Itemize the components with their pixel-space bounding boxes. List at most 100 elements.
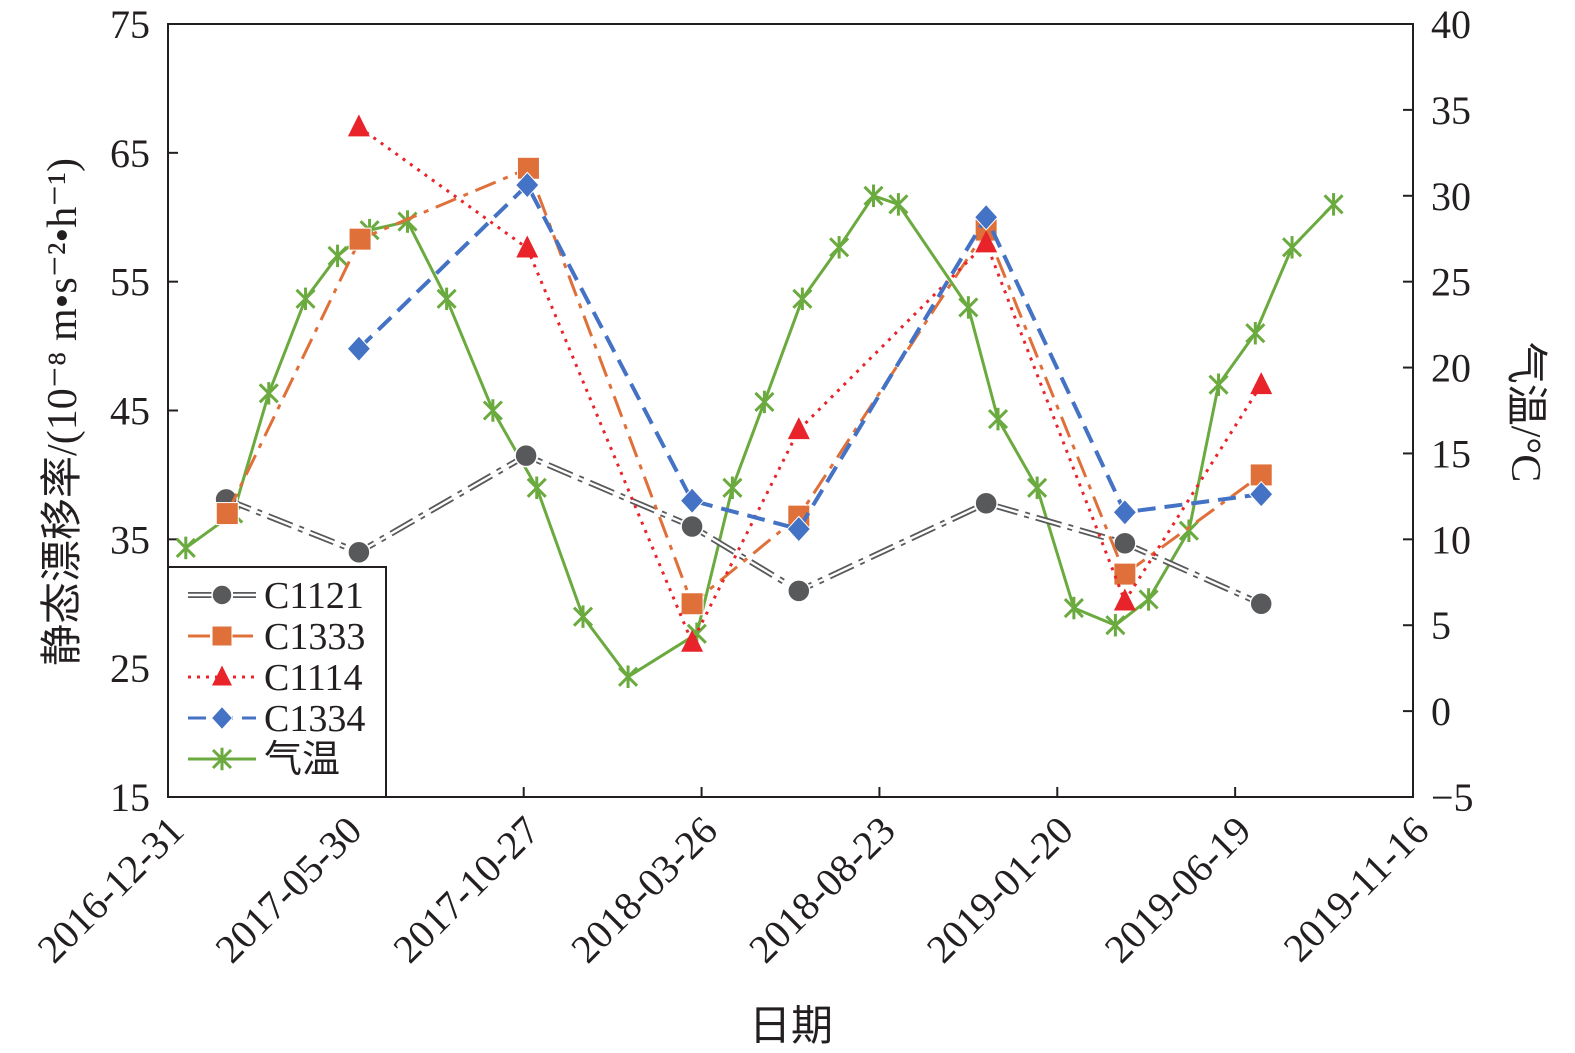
data-point: [792, 287, 813, 311]
series-line: [225, 454, 1262, 605]
data-point: [258, 382, 279, 405]
legend-item-C1121: C1121: [188, 575, 364, 617]
data-point: [1323, 193, 1344, 216]
data-point: [347, 114, 370, 137]
data-point: [681, 629, 704, 652]
x-tick-label: 2017-10-27: [384, 808, 548, 972]
data-point: [679, 487, 705, 515]
data-point: [515, 171, 540, 199]
x-tick-label: 2019-11-16: [1275, 808, 1438, 971]
x-axis-title: 日期: [749, 1004, 833, 1050]
y2-tick-label: 5: [1431, 603, 1451, 648]
y-axis-title: 静态漂移率/(10⁻⁸ m•s⁻²•h⁻¹): [39, 158, 86, 666]
y2-tick-label: −5: [1431, 775, 1474, 820]
data-point: [1113, 588, 1136, 611]
y-tick-label: 65: [110, 131, 150, 176]
series-C1334: [346, 171, 1274, 543]
data-point: [295, 287, 316, 311]
data-point: [327, 244, 348, 268]
data-point: [1063, 596, 1084, 620]
y-tick-label: 45: [110, 389, 150, 434]
y2-tick-label: 40: [1431, 2, 1471, 47]
y-tick-label: 75: [110, 2, 150, 47]
data-point: [346, 335, 372, 363]
series-layer: [175, 114, 1344, 689]
x-tick-label: 2018-08-23: [740, 808, 904, 972]
y2-tick-label: 30: [1431, 174, 1471, 219]
data-point: [617, 665, 639, 689]
data-point: [722, 476, 743, 500]
series-C1333: [215, 156, 1273, 616]
data-point: [787, 579, 811, 603]
data-point: [829, 236, 850, 259]
legend-item-气温: 气温: [188, 739, 340, 781]
legend-marker: [211, 625, 233, 647]
data-point: [787, 417, 810, 440]
legend-marker: [211, 584, 233, 606]
data-point: [572, 605, 594, 628]
x-tick-label: 2019-01-20: [918, 808, 1082, 972]
legend-item-C1333: C1333: [188, 616, 365, 658]
legend-item-C1114: C1114: [188, 657, 363, 699]
series-line: [225, 166, 1263, 607]
data-point: [1138, 588, 1159, 611]
legend-label: C1114: [264, 657, 363, 699]
x-tick-label: 2019-06-19: [1096, 808, 1260, 972]
y-tick-label: 55: [110, 260, 150, 305]
legend-marker: [210, 705, 234, 731]
y2-tick-label: 20: [1431, 346, 1471, 391]
y2-tick-label: 35: [1431, 88, 1471, 133]
data-point: [215, 502, 239, 526]
data-point: [347, 540, 371, 564]
data-point: [1178, 519, 1199, 542]
legend-label: 气温: [264, 739, 340, 781]
data-point: [786, 515, 812, 543]
y-tick-label: 25: [110, 646, 150, 691]
data-point: [975, 230, 998, 253]
data-point: [514, 443, 538, 468]
series-C1121: [214, 443, 1273, 616]
x-tick-label: 2016-12-31: [29, 808, 193, 972]
data-point: [1249, 592, 1273, 616]
legend-label: C1121: [264, 575, 364, 617]
data-point: [1113, 531, 1137, 555]
data-point: [1250, 372, 1273, 395]
y2-tick-label: 0: [1431, 689, 1451, 734]
data-point: [680, 514, 704, 539]
data-point: [1027, 476, 1048, 500]
data-point: [958, 296, 979, 319]
data-point: [1105, 613, 1126, 637]
legend-label: C1334: [264, 698, 365, 740]
x-tick-label: 2017-05-30: [206, 808, 370, 972]
legend-marker: [211, 747, 233, 771]
data-point: [175, 536, 196, 560]
data-point: [680, 592, 704, 616]
data-point: [1208, 373, 1229, 396]
y2-axis-title: 气温/°C: [1502, 342, 1548, 482]
data-point: [526, 476, 547, 500]
y-tick-label: 15: [110, 775, 150, 820]
legend-item-C1334: C1334: [188, 698, 365, 740]
data-point: [863, 184, 884, 208]
legend-marker: [212, 665, 232, 686]
data-point: [1281, 236, 1303, 259]
data-point: [973, 203, 999, 231]
data-point: [974, 491, 998, 516]
x-tick-label: 2018-03-26: [562, 808, 726, 972]
y2-tick-label: 25: [1431, 260, 1471, 305]
data-point: [1245, 321, 1266, 345]
data-point: [1112, 498, 1138, 526]
legend-label: C1333: [264, 616, 365, 658]
data-point: [888, 193, 909, 216]
series-C1114: [347, 114, 1273, 652]
data-point: [436, 287, 457, 311]
data-point: [1113, 562, 1137, 586]
data-point: [348, 227, 372, 251]
y-tick-label: 35: [110, 517, 150, 562]
data-point: [516, 235, 539, 258]
y2-tick-label: 15: [1431, 431, 1471, 476]
series-line: [357, 181, 1262, 532]
data-point: [1249, 480, 1274, 508]
